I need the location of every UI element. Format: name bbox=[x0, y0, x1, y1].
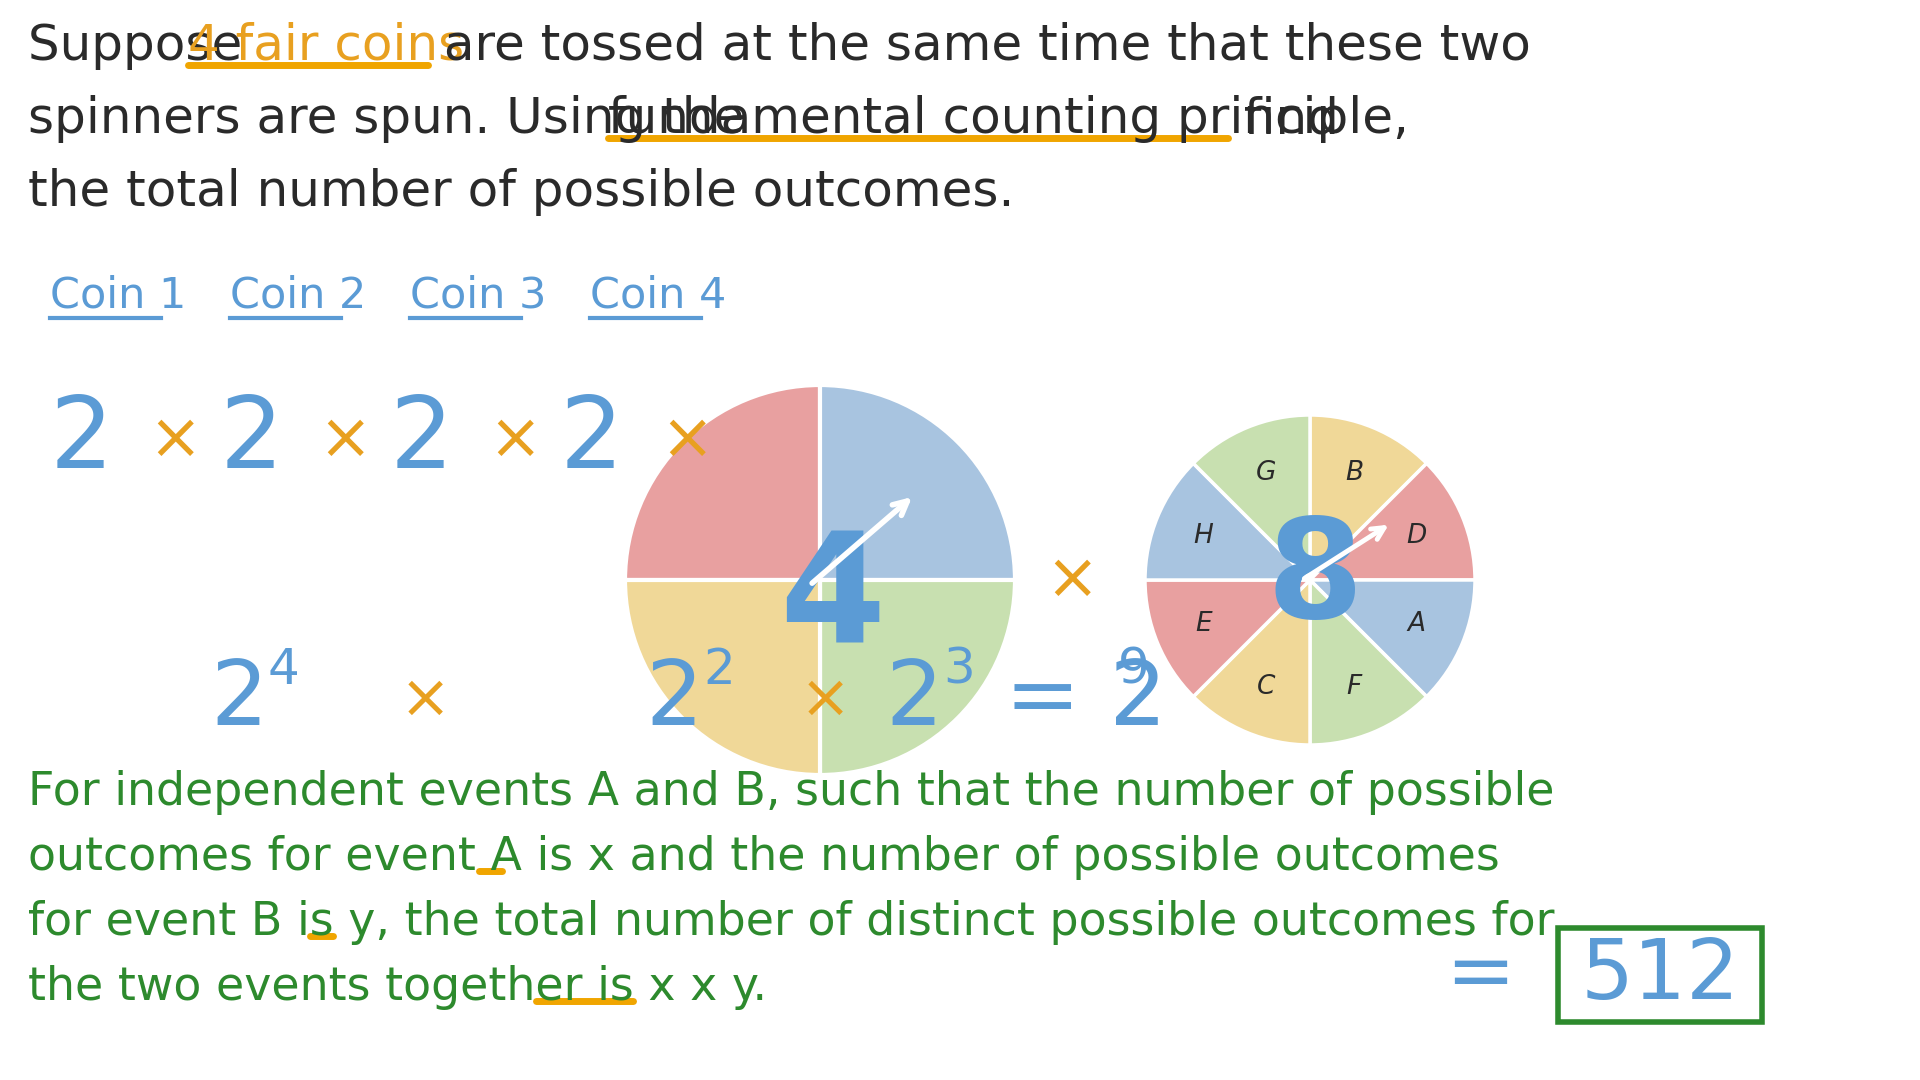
Wedge shape bbox=[626, 384, 820, 580]
Text: F: F bbox=[1346, 674, 1361, 700]
Text: G: G bbox=[1256, 460, 1277, 486]
Text: spinners are spun. Using the: spinners are spun. Using the bbox=[29, 95, 760, 143]
Wedge shape bbox=[1309, 580, 1475, 697]
Text: 2: 2 bbox=[885, 656, 943, 744]
Text: 2: 2 bbox=[50, 391, 113, 488]
Text: the two events together is x x y.: the two events together is x x y. bbox=[29, 966, 768, 1010]
Text: H: H bbox=[1194, 523, 1213, 549]
Wedge shape bbox=[1309, 580, 1427, 745]
Text: ×: × bbox=[1044, 549, 1098, 611]
Wedge shape bbox=[820, 384, 1016, 580]
Text: 4: 4 bbox=[269, 646, 300, 694]
Text: 4: 4 bbox=[780, 526, 885, 675]
Wedge shape bbox=[1144, 463, 1309, 580]
Text: 2: 2 bbox=[209, 656, 267, 744]
Text: Coin 4: Coin 4 bbox=[589, 274, 726, 316]
Text: = 2: = 2 bbox=[1004, 656, 1167, 744]
Text: 2: 2 bbox=[645, 656, 703, 744]
Text: Suppose: Suppose bbox=[29, 22, 257, 70]
Text: the total number of possible outcomes.: the total number of possible outcomes. bbox=[29, 168, 1014, 216]
Text: 3: 3 bbox=[943, 646, 975, 694]
Text: A: A bbox=[1407, 611, 1427, 637]
Wedge shape bbox=[820, 580, 1016, 775]
Text: outcomes for event A is x and the number of possible outcomes: outcomes for event A is x and the number… bbox=[29, 835, 1500, 880]
Text: C: C bbox=[1256, 674, 1275, 700]
Text: D: D bbox=[1407, 523, 1427, 549]
Wedge shape bbox=[1309, 415, 1427, 580]
Wedge shape bbox=[1144, 580, 1309, 697]
Text: E: E bbox=[1194, 611, 1212, 637]
Text: 2: 2 bbox=[390, 391, 453, 488]
Wedge shape bbox=[626, 580, 820, 775]
Text: 2: 2 bbox=[561, 391, 624, 488]
Text: 8: 8 bbox=[1267, 513, 1363, 648]
Wedge shape bbox=[1194, 580, 1309, 745]
Text: ×: × bbox=[660, 409, 714, 471]
Text: 4 fair coins: 4 fair coins bbox=[188, 22, 465, 70]
Text: 2: 2 bbox=[703, 646, 735, 694]
Text: ×: × bbox=[801, 671, 851, 729]
Text: Coin 1: Coin 1 bbox=[50, 274, 186, 316]
Text: are tossed at the same time that these two: are tossed at the same time that these t… bbox=[428, 22, 1530, 70]
Text: for event B is y, the total number of distinct possible outcomes for: for event B is y, the total number of di… bbox=[29, 900, 1555, 945]
Text: Coin 2: Coin 2 bbox=[230, 274, 367, 316]
Text: fundamental counting principle,: fundamental counting principle, bbox=[609, 95, 1409, 143]
Text: 512: 512 bbox=[1580, 934, 1740, 1015]
Wedge shape bbox=[1309, 463, 1475, 580]
Text: ×: × bbox=[488, 409, 541, 471]
Text: B: B bbox=[1346, 460, 1363, 486]
Text: ×: × bbox=[399, 671, 451, 729]
Text: 9: 9 bbox=[1117, 646, 1150, 694]
Text: Coin 3: Coin 3 bbox=[411, 274, 547, 316]
Text: find: find bbox=[1229, 95, 1338, 143]
Text: ×: × bbox=[148, 409, 202, 471]
Text: For independent events A and B, such that the number of possible: For independent events A and B, such tha… bbox=[29, 770, 1555, 815]
Wedge shape bbox=[1194, 415, 1309, 580]
Text: =: = bbox=[1446, 934, 1515, 1015]
FancyBboxPatch shape bbox=[1557, 928, 1763, 1022]
Text: 2: 2 bbox=[221, 391, 284, 488]
Text: ×: × bbox=[319, 409, 371, 471]
